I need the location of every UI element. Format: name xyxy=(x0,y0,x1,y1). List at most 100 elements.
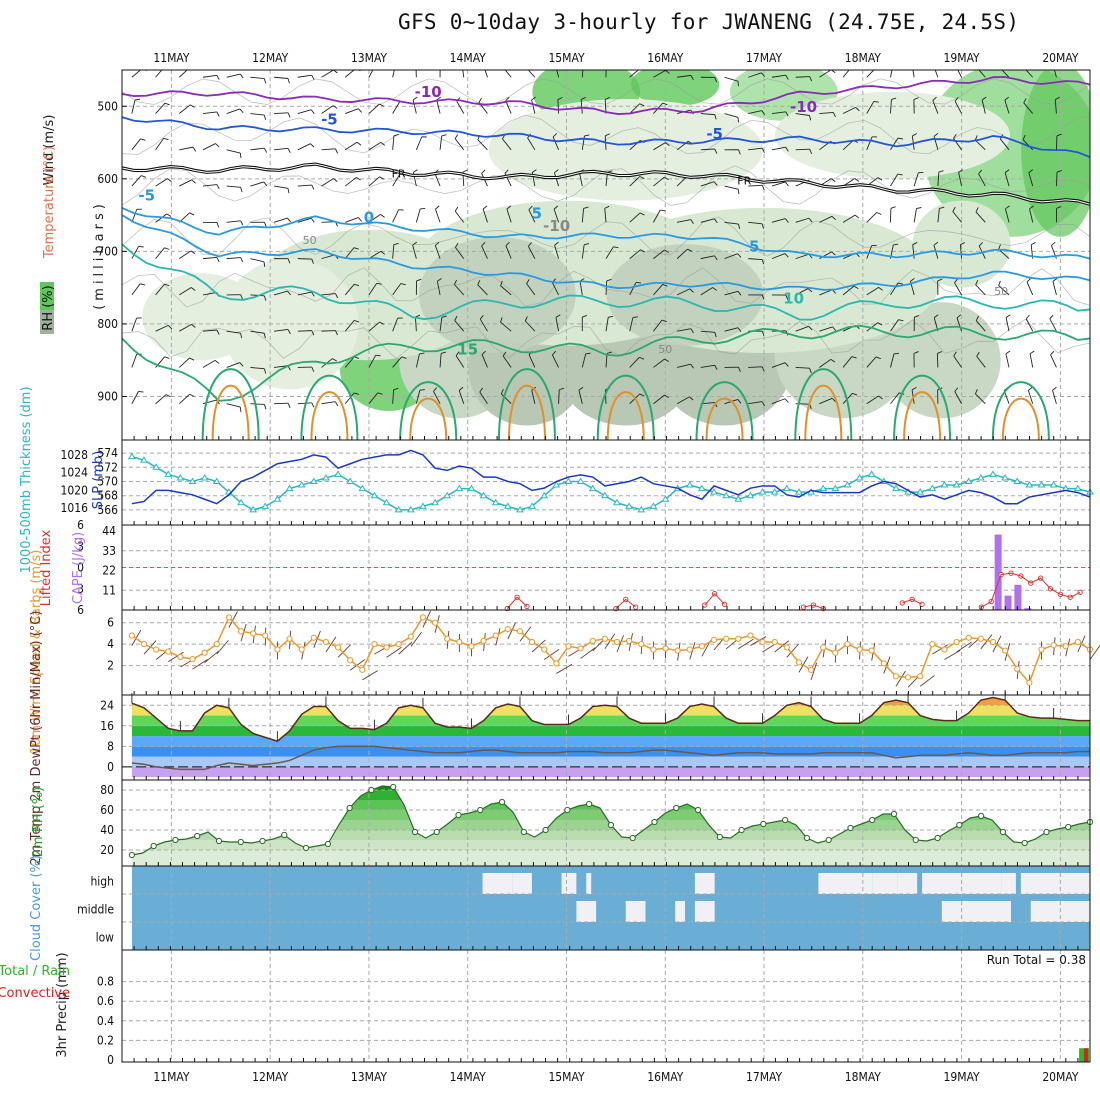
wind-barb-flag xyxy=(354,356,360,359)
wind-barb-flag xyxy=(687,248,693,252)
bottom-date-label: 20MAY xyxy=(1042,1070,1079,1084)
wind-barb-flag xyxy=(608,315,614,318)
wind-barb-flag xyxy=(454,206,459,212)
wind-barb-flag xyxy=(662,284,668,287)
wind-barb-flag xyxy=(632,316,638,318)
wind-barb xyxy=(131,629,142,646)
wind-barb-flag xyxy=(1055,96,1060,100)
wind-barb xyxy=(700,287,713,296)
wind-barb xyxy=(228,611,238,628)
wind-barb xyxy=(344,177,357,187)
cloud-row-label: low xyxy=(96,930,115,944)
wind-barb-flag xyxy=(640,249,646,253)
contour-label: 5 xyxy=(532,205,542,223)
isotherm-15-loop xyxy=(893,374,952,440)
thickness-point xyxy=(237,498,245,506)
wind-barb xyxy=(410,631,422,647)
wind-barb xyxy=(1004,172,1010,187)
wind-barb xyxy=(629,282,637,296)
thickness-point xyxy=(540,491,549,499)
wind-speed-point xyxy=(783,644,790,651)
wind-barb xyxy=(842,214,856,223)
rh-point xyxy=(542,826,549,834)
thickness-tick-label: 568 xyxy=(97,489,118,503)
wind-barb xyxy=(274,185,289,189)
humidity-shading xyxy=(1021,70,1090,237)
wind-barb xyxy=(771,253,786,260)
thickness-point xyxy=(419,502,427,509)
wind-barb xyxy=(202,256,217,260)
wind-speed-point xyxy=(977,635,984,642)
wind-barb-flag xyxy=(737,189,740,195)
rh-tick-label: 80 xyxy=(100,783,114,797)
wind-speed-point xyxy=(444,635,451,642)
wind-speed-point xyxy=(795,659,803,666)
temperature-axis-label: Temperature (°C) xyxy=(42,146,57,259)
wind-barb-flag xyxy=(953,133,957,139)
wind-barb-flag xyxy=(164,102,170,106)
wind-barb xyxy=(952,211,962,223)
thickness-point xyxy=(964,477,973,484)
wind-barb xyxy=(956,641,972,653)
wind-tick-label: 4 xyxy=(107,637,114,651)
wind-barb xyxy=(1022,139,1034,151)
wind-barb-flag xyxy=(240,257,244,263)
wind-barb xyxy=(131,283,141,296)
wind-barb xyxy=(842,139,854,151)
wind-barb xyxy=(551,282,559,296)
wind-barb-flag xyxy=(311,330,315,336)
wind-barb-flag xyxy=(639,176,645,180)
wind-barb-flag xyxy=(664,358,670,362)
wind-barb xyxy=(771,181,786,187)
wind-barb xyxy=(978,173,986,187)
wind-barb-flag xyxy=(481,350,486,355)
wind-barb-flag xyxy=(1022,134,1026,140)
wind-barb-flag xyxy=(761,294,765,300)
wind-barb-flag xyxy=(809,76,813,82)
wind-barb-flag xyxy=(455,242,459,248)
wind-barb xyxy=(434,245,441,259)
wind-barb xyxy=(250,76,265,79)
contour-label: 10 xyxy=(783,290,804,308)
wind-barb-flag xyxy=(354,320,360,323)
thickness-tick-label: 566 xyxy=(97,503,118,517)
wind-barb xyxy=(531,99,536,114)
wind-barb xyxy=(204,650,219,664)
wind-barb xyxy=(500,321,512,332)
wind-barb xyxy=(629,212,641,223)
wind-barb-flag xyxy=(1023,62,1025,66)
wind-barb-flag xyxy=(216,75,220,80)
wind-barb-flag xyxy=(831,215,836,221)
wind-barb xyxy=(500,285,512,296)
rh-tick-label: 60 xyxy=(100,803,114,817)
top-date-label: 17MAY xyxy=(746,51,783,65)
wind-speed-point xyxy=(1050,642,1057,649)
wind-barb xyxy=(579,281,583,295)
wind-barb-flag xyxy=(239,406,242,413)
wind-barb xyxy=(531,389,536,404)
wind-barb xyxy=(226,149,241,154)
lifted-index-line xyxy=(615,598,636,609)
wind-barb xyxy=(580,99,583,114)
wind-barb-flag xyxy=(809,368,812,374)
wind-barb-flag xyxy=(479,314,484,320)
wind-barb-flag xyxy=(263,181,268,187)
wind-barb xyxy=(1001,70,1010,78)
cloud-row-label: high xyxy=(90,874,114,888)
wind-speed-point xyxy=(177,653,184,661)
wind-barb xyxy=(866,356,877,368)
wind-barb-flag xyxy=(310,143,315,148)
wind-barb xyxy=(368,283,378,296)
wind-barb-flag xyxy=(380,250,386,255)
wind-speed-point xyxy=(1002,647,1009,654)
wind-barb-flag xyxy=(690,363,694,369)
wind-barb-flag xyxy=(164,356,170,359)
wind-barb xyxy=(274,147,289,151)
wind-barb-flag xyxy=(690,75,694,80)
wind-barb-flag xyxy=(639,103,645,107)
wind-barb xyxy=(890,137,899,151)
wind-barb-flag xyxy=(396,63,401,64)
wind-barb-flag xyxy=(287,329,291,335)
contour-label: 5 xyxy=(749,237,759,255)
wind-barb xyxy=(700,330,715,333)
